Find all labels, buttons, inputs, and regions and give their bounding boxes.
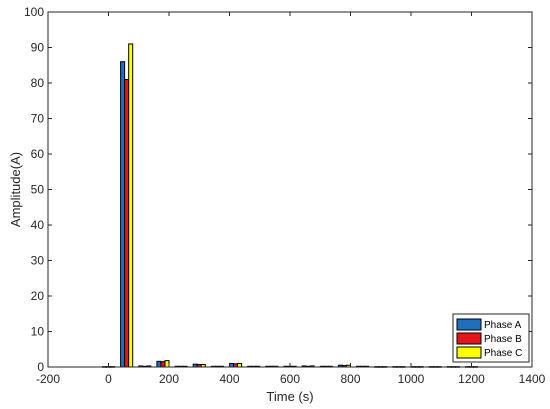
legend-swatch-phase-a <box>456 318 482 331</box>
bar-phase-a-3 <box>156 360 162 368</box>
x-tick-label: 1000 <box>398 372 425 386</box>
y-tick-label: 90 <box>31 41 45 55</box>
bar-phase-b-1 <box>124 78 130 368</box>
y-tick-label: 20 <box>31 289 45 303</box>
x-tick-label: 1400 <box>519 372 546 386</box>
x-tick-label: 0 <box>105 372 112 386</box>
bar-phase-b-3 <box>160 361 166 368</box>
y-tick-label: 70 <box>31 112 45 126</box>
bar-phase-c-7 <box>237 362 243 368</box>
y-tick-label: 100 <box>24 5 44 19</box>
y-tick-label: 0 <box>37 360 44 374</box>
x-tick-label: 200 <box>159 372 179 386</box>
x-tick-label: 1200 <box>458 372 485 386</box>
legend-swatch-phase-c <box>456 346 482 359</box>
x-tick-label: 800 <box>340 372 360 386</box>
y-axis: 0 10 20 30 40 50 60 70 80 90 100 <box>24 5 532 374</box>
y-tick-label: 10 <box>31 325 45 339</box>
y-axis-label: Amplitude(A) <box>8 152 23 227</box>
bar-phase-c-1 <box>128 43 134 368</box>
x-axis-label: Time (s) <box>266 389 313 404</box>
x-tick-label: 600 <box>280 372 300 386</box>
y-tick-label: 60 <box>31 147 45 161</box>
x-tick-label: -200 <box>36 372 60 386</box>
bar-phase-a-7 <box>229 362 235 368</box>
legend-label-phase-a: Phase A <box>484 320 522 331</box>
legend-swatch-phase-b <box>456 332 482 345</box>
y-tick-label: 50 <box>31 183 45 197</box>
x-tick-label: 400 <box>219 372 239 386</box>
y-tick-label: 30 <box>31 254 45 268</box>
bar-phase-c-3 <box>164 360 170 368</box>
x-axis: -200 0 200 400 600 800 1000 1200 1400 <box>36 12 546 386</box>
legend-label-phase-b: Phase B <box>484 334 522 345</box>
y-tick-label: 80 <box>31 76 45 90</box>
legend: Phase A Phase B Phase C <box>452 313 530 363</box>
bar-phase-a-1 <box>120 61 126 368</box>
legend-label-phase-c: Phase C <box>484 348 522 359</box>
y-tick-label: 40 <box>31 218 45 232</box>
